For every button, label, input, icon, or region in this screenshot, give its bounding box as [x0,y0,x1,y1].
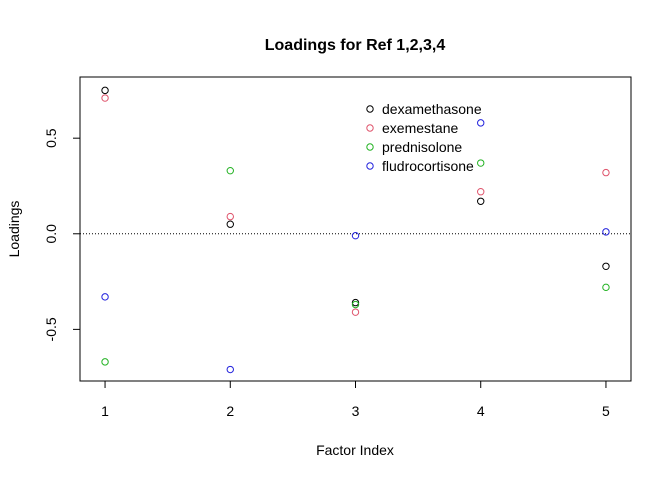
x-axis: 1 2 3 4 5 [101,380,610,419]
data-point-fludrocortisone [602,228,610,236]
y-tick-label: 0.0 [43,224,59,244]
x-tick-label: 3 [352,403,360,419]
data-point-prednisolone [351,300,360,309]
legend: dexamethasone exemestane prednisolone fludr… [366,101,482,174]
data-point-dexamethasone [602,262,610,270]
data-point-dexamethasone [477,197,485,205]
x-tick-label: 5 [602,403,610,419]
data-point-prednisolone [101,358,109,366]
data-point-dexamethasone [101,86,109,95]
legend-label-exemestane: exemestane [382,120,458,136]
data-point-prednisolone [477,159,485,167]
legend-label-fludrocortisone: fludrocortisone [382,158,474,174]
legend-marker-exemestane [366,124,374,132]
legend-marker-dexamethasone [366,105,374,113]
legend-label-prednisolone: prednisolone [382,139,462,155]
chart-title: Loadings for Ref 1,2,3,4 [265,37,446,54]
data-point-prednisolone [226,166,234,175]
legend-label-dexamethasone: dexamethasone [382,101,482,117]
legend-marker-fludrocortisone [366,162,374,170]
y-tick-label: -0.5 [43,317,59,341]
x-axis-label: Factor Index [316,442,394,458]
data-point-fludrocortisone [226,365,234,374]
data-point-fludrocortisone [101,293,109,301]
x-tick-label: 1 [101,403,109,419]
data-point-exemestane [101,94,109,102]
data-point-dexamethasone [226,220,234,228]
data-point-prednisolone [602,283,610,292]
y-axis-label: Loadings [6,201,22,258]
data-point-fludrocortisone [477,119,485,127]
x-tick-label: 4 [477,403,485,419]
legend-marker-prednisolone [366,143,374,151]
data-point-fludrocortisone [351,231,360,240]
y-tick-label: 0.5 [43,128,59,148]
data-points [101,86,610,374]
data-point-exemestane [351,308,360,316]
data-point-exemestane [226,212,234,221]
data-point-exemestane [477,188,485,196]
data-point-dexamethasone [351,298,360,307]
plot-frame [79,76,632,382]
x-tick-label: 2 [226,403,234,419]
data-point-exemestane [602,168,610,177]
y-axis: -0.5 0.0 0.5 [43,128,81,341]
